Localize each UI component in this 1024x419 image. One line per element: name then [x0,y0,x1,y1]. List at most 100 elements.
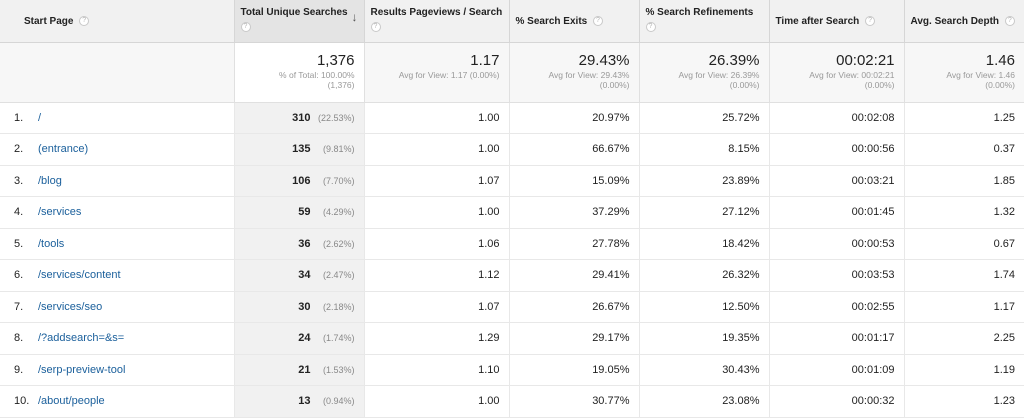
start-page-link[interactable]: /services/content [38,269,121,282]
table-row: 6. /services/content 34 (2.47%) 1.12 29.41% 26… [0,259,1024,292]
results-pageviews-cell: 1.07 [364,165,510,197]
searches-percent: (9.81%) [322,144,355,155]
start-page-cell: 4. /services [0,196,235,229]
total-unique-searches-cell: 135 (9.81%) [234,133,365,166]
searches-percent: (2.47%) [322,270,355,281]
table-row: 7. /services/seo 30 (2.18%) 1.07 26.67% 12.50%… [0,291,1024,323]
time-after-search-cell: 00:00:32 [769,385,905,418]
searches-percent: (7.70%) [322,175,355,186]
column-header-avg-search-depth[interactable]: Avg. Search Depth ? [904,0,1024,43]
searches-value: 24 [298,332,311,345]
avg-search-depth-cell: 1.19 [904,354,1024,386]
help-icon[interactable]: ? [593,16,603,27]
start-page-link[interactable]: /tools [38,237,65,250]
sort-descending-icon[interactable]: ↓ [351,10,358,24]
totals-subtext: (0.00%) [864,79,895,90]
total-unique-searches-cell: 310 (22.53%) [234,102,365,134]
results-pageviews-cell: 1.12 [364,259,510,292]
row-index: 3. [14,174,24,187]
avg-search-depth-cell: 1.25 [904,102,1024,134]
totals-row: 1,376 % of Total: 100.00% (1,376) 1.17 A… [0,42,1024,103]
search-exits-cell: 37.29% [509,196,640,229]
table-row: 10. /about/people 13 (0.94%) 1.00 30.77% 23.08… [0,385,1024,418]
avg-search-depth-cell: 1.85 [904,165,1024,197]
column-header-label: Start Page [24,16,74,27]
help-icon[interactable]: ? [645,22,656,32]
search-refinements-cell: 25.72% [639,102,770,134]
column-header-label: Time after Search [775,16,860,27]
start-page-link[interactable]: /?addsearch=&s= [38,332,125,345]
search-refinements-cell: 8.15% [639,133,770,166]
total-unique-searches-cell: 59 (4.29%) [234,196,365,229]
row-index: 6. [14,269,24,282]
searches-percent: (2.62%) [322,238,355,249]
column-header-label: Results Pageviews / Search [370,7,503,18]
help-icon[interactable]: ? [865,16,876,27]
totals-subtext: Avg for View: 1.46 [946,69,1015,80]
row-index: 8. [14,332,24,345]
start-page-link[interactable]: /blog [38,174,62,187]
totals-value: 29.43% [578,51,630,69]
totals-cell: 1.17 Avg for View: 1.17 (0.00%) [364,42,510,103]
start-page-cell: 1. / [0,102,235,134]
search-refinements-cell: 26.32% [639,259,770,292]
totals-subtext: Avg for View: 29.43% [548,69,630,80]
start-page-link[interactable]: /serp-preview-tool [38,363,126,376]
searches-percent: (4.29%) [322,207,355,218]
start-page-link[interactable]: /about/people [38,395,105,408]
column-header-total-unique-searches[interactable]: Total Unique Searches ↓ ? [234,0,365,43]
totals-cell: 1,376 % of Total: 100.00% (1,376) [234,42,365,103]
results-pageviews-cell: 1.00 [364,196,510,229]
search-exits-cell: 29.41% [509,259,640,292]
search-refinements-cell: 23.89% [639,165,770,197]
column-header-label: % Search Refinements [645,7,754,18]
totals-subtext: (0.00%) [599,79,630,90]
search-exits-cell: 27.78% [509,228,640,260]
search-exits-cell: 20.97% [509,102,640,134]
total-unique-searches-cell: 30 (2.18%) [234,291,365,323]
column-header-start-page[interactable]: Start Page ? [0,0,235,43]
results-pageviews-cell: 1.10 [364,354,510,386]
totals-value: 1.46 [985,51,1015,69]
search-exits-cell: 30.77% [509,385,640,418]
start-page-cell: 3. /blog [0,165,235,197]
column-header-search-exits[interactable]: % Search Exits ? [509,0,640,43]
start-page-cell: 5. /tools [0,228,235,260]
time-after-search-cell: 00:03:21 [769,165,905,197]
help-icon[interactable]: ? [79,16,90,27]
table-row: 3. /blog 106 (7.70%) 1.07 15.09% 23.89% 00:03:2… [0,165,1024,197]
column-header-label: Total Unique Searches [240,7,348,18]
table-row: 1./310 (22.53%) 1.00 20.97% 25.72% 00:02:08 1.… [0,102,1024,134]
time-after-search-cell: 00:01:17 [769,322,905,355]
search-exits-cell: 26.67% [509,291,640,323]
start-page-link[interactable]: (entrance) [38,143,89,156]
time-after-search-cell: 00:00:56 [769,133,905,166]
searches-value: 59 [298,206,311,219]
avg-search-depth-cell: 0.37 [904,133,1024,166]
help-icon[interactable]: ? [1004,16,1015,27]
search-refinements-cell: 23.08% [639,385,770,418]
help-icon[interactable]: ? [240,22,251,32]
column-header-results-pageviews-per-search[interactable]: Results Pageviews / Search ? [364,0,510,43]
searches-percent: (0.94%) [322,396,355,407]
column-header-time-after-search[interactable]: Time after Search ? [769,0,905,43]
totals-subtext: Avg for View: 26.39% [678,69,760,80]
help-icon[interactable]: ? [370,22,381,32]
totals-subtext: Avg for View: 00:02:21 [809,69,895,80]
column-header-search-refinements[interactable]: % Search Refinements ? [639,0,770,43]
results-pageviews-cell: 1.00 [364,133,510,166]
table-row: 4. /services 59 (4.29%) 1.00 37.29% 27.12% 00:0… [0,196,1024,229]
start-page-cell: 2. (entrance) [0,133,235,166]
searches-percent: (22.53%) [317,112,355,123]
start-page-link[interactable]: / [38,111,42,124]
start-page-link[interactable]: /services [38,206,82,219]
time-after-search-cell: 00:03:53 [769,259,905,292]
row-index: 7. [14,300,24,313]
totals-cell: 1.46 Avg for View: 1.46 (0.00%) [904,42,1024,103]
start-page-link[interactable]: /services/seo [38,300,103,313]
searches-value: 13 [298,395,311,408]
totals-cell: 26.39% Avg for View: 26.39% (0.00%) [639,42,770,103]
search-refinements-cell: 30.43% [639,354,770,386]
search-refinements-cell: 18.42% [639,228,770,260]
